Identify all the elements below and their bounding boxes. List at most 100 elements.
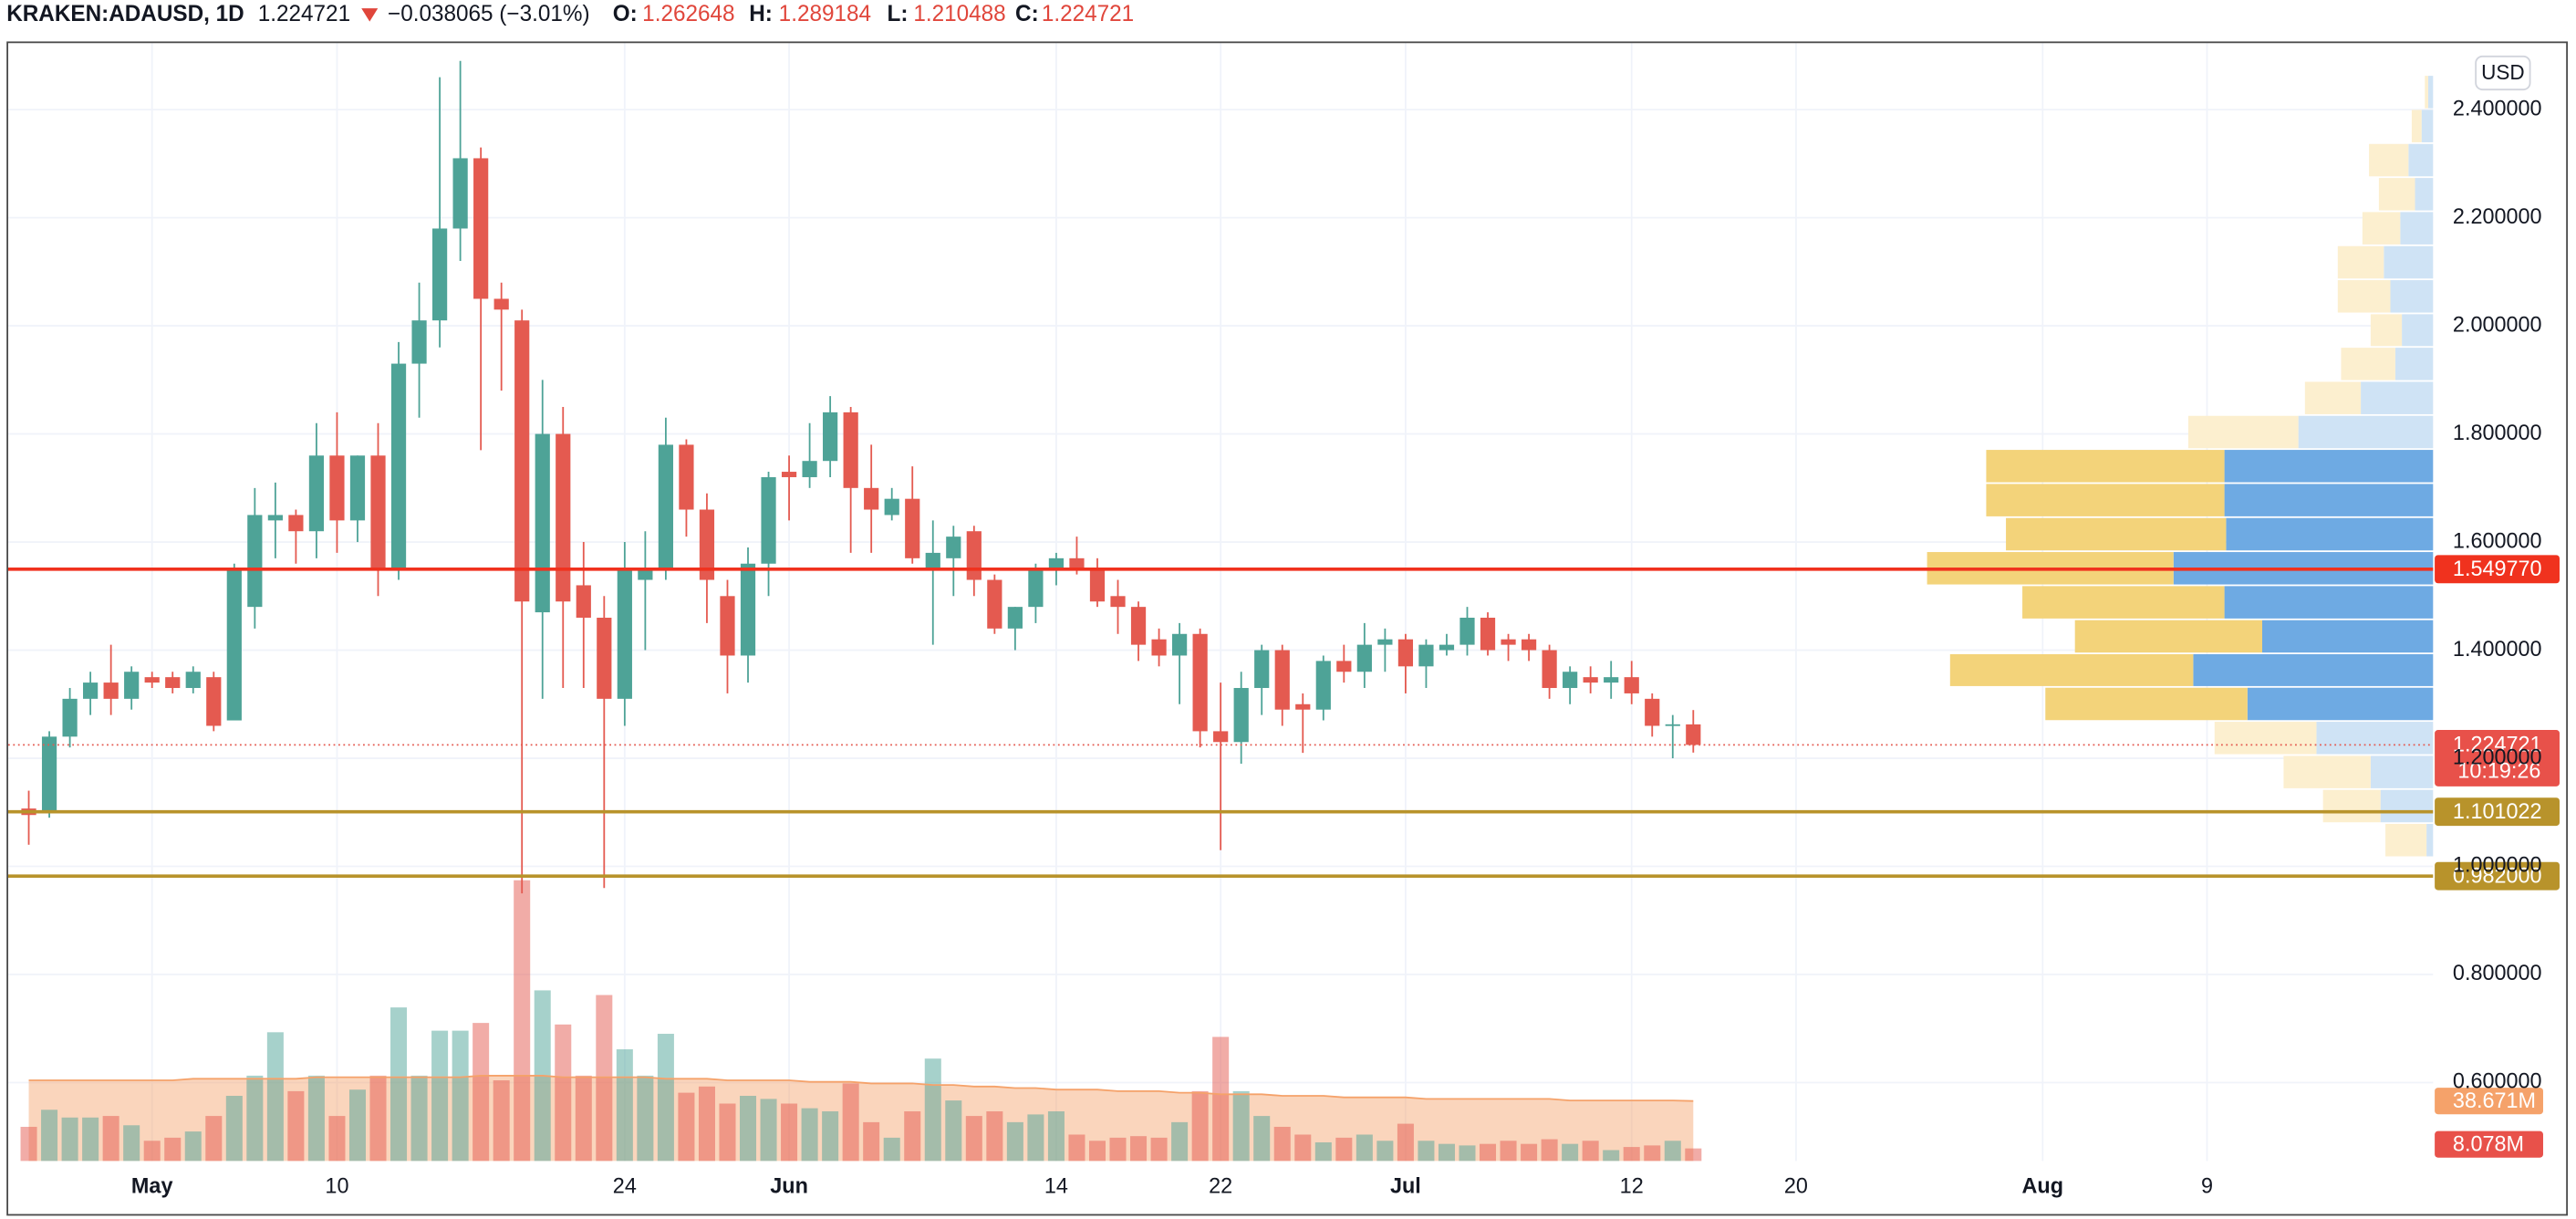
candle-body xyxy=(1315,661,1331,710)
candle-body xyxy=(1604,677,1619,683)
volume-bar xyxy=(1582,1141,1599,1162)
candle-body xyxy=(535,433,550,613)
profile-up-bar xyxy=(2247,687,2434,721)
y-tick-label: 1.600000 xyxy=(2453,528,2542,552)
profile-down-bar xyxy=(2045,687,2248,721)
volume-bar xyxy=(1623,1147,1640,1162)
candle-body xyxy=(247,515,263,608)
volume-bar xyxy=(1603,1150,1620,1162)
profile-down-bar xyxy=(1949,654,2194,686)
candle-body xyxy=(1213,731,1229,743)
profile-down-bar xyxy=(2425,76,2428,109)
candle-body xyxy=(925,552,940,569)
profile-up-bar xyxy=(2427,76,2434,109)
volume-label: 8.078M xyxy=(2453,1131,2524,1155)
candle-body xyxy=(699,509,715,580)
volume-bar xyxy=(473,1023,490,1162)
volume-bar xyxy=(184,1131,202,1162)
candle-body xyxy=(514,320,530,602)
volume-label-box xyxy=(2435,1088,2543,1115)
candle-body xyxy=(349,455,366,521)
x-tick-label: 9 xyxy=(2201,1174,2213,1198)
candle-body xyxy=(617,568,632,699)
candle-body xyxy=(308,455,325,532)
y-tick-label: 2.200000 xyxy=(2453,204,2542,228)
volume-bar xyxy=(1376,1141,1394,1162)
profile-up-bar xyxy=(2426,824,2434,857)
last-price-box xyxy=(2435,730,2560,787)
volume-bar xyxy=(1171,1121,1189,1162)
candle-body xyxy=(658,444,674,569)
y-tick-label: 1.000000 xyxy=(2453,853,2542,877)
volume-bar xyxy=(555,1024,572,1162)
candle-body xyxy=(1418,644,1434,667)
x-tick-label: May xyxy=(131,1174,173,1198)
profile-up-bar xyxy=(2421,109,2434,142)
volume-bar xyxy=(637,1075,654,1162)
profile-up-bar xyxy=(2415,178,2434,211)
x-tick-label: 22 xyxy=(1209,1174,1232,1198)
candle-body xyxy=(720,596,735,656)
candle-body xyxy=(843,412,858,488)
candle-body xyxy=(144,677,160,683)
candle-body xyxy=(165,677,181,689)
candle-body xyxy=(329,455,345,521)
candle-body xyxy=(1151,639,1167,656)
low-value: 1.210488 xyxy=(913,2,1005,26)
x-tick-label: 14 xyxy=(1044,1174,1068,1198)
volume-bar xyxy=(575,1075,592,1162)
volume-bar xyxy=(760,1099,777,1162)
symbol: KRAKEN:ADAUSD, 1D xyxy=(6,2,244,26)
profile-up-bar xyxy=(2224,586,2434,619)
volume-bar xyxy=(307,1075,325,1162)
currency-button-box[interactable] xyxy=(2475,55,2531,91)
profile-up-bar xyxy=(2384,245,2434,279)
legend-header: KRAKEN:ADAUSD, 1D 1.224721 −0.038065 (−3… xyxy=(6,2,1134,26)
volume-bar xyxy=(1130,1136,1148,1162)
currency-label[interactable]: USD xyxy=(2481,61,2525,84)
candle-body xyxy=(1192,633,1208,732)
volume-bar xyxy=(1314,1141,1332,1162)
y-tick-label: 1.200000 xyxy=(2453,745,2542,768)
profile-down-bar xyxy=(2378,178,2415,211)
candle-body xyxy=(390,363,407,569)
high-value: 1.289184 xyxy=(779,2,871,26)
volume-bar xyxy=(965,1116,982,1162)
candle-body xyxy=(781,472,797,477)
volume-bar xyxy=(616,1049,633,1162)
volume-bar xyxy=(102,1116,119,1162)
volume-bar xyxy=(1459,1145,1476,1162)
candle-body xyxy=(1130,607,1147,645)
volume-bar xyxy=(514,880,531,1162)
candle-body xyxy=(1048,557,1065,569)
volume-bar xyxy=(1294,1134,1312,1162)
down-arrow-icon xyxy=(361,8,379,22)
volume-bar xyxy=(1212,1037,1230,1162)
profile-up-bar xyxy=(2400,212,2434,245)
volume-bar xyxy=(822,1110,839,1162)
profile-down-bar xyxy=(2022,586,2225,619)
candle-body xyxy=(1069,557,1085,569)
volume-bar xyxy=(986,1110,1003,1162)
volume-bar xyxy=(1521,1143,1538,1162)
volume-bar xyxy=(246,1075,264,1162)
volume-bar xyxy=(348,1089,366,1162)
profile-up-bar xyxy=(2408,143,2434,177)
profile-down-bar xyxy=(2411,109,2422,142)
volume-profile xyxy=(1927,76,2434,857)
candle-body xyxy=(431,228,448,321)
profile-up-bar xyxy=(2193,654,2434,686)
candle-body xyxy=(1501,639,1516,645)
y-tick-label: 0.600000 xyxy=(2453,1069,2542,1093)
volume-pane xyxy=(20,880,1702,1162)
candle-body xyxy=(1686,724,1701,745)
candle-body xyxy=(1521,639,1537,651)
candle-body xyxy=(905,498,920,558)
candle-body xyxy=(1254,650,1270,689)
candle-body xyxy=(1439,644,1455,651)
profile-down-bar xyxy=(2341,348,2395,380)
profile-up-bar xyxy=(2390,280,2434,313)
currency-button[interactable]: USD xyxy=(2475,55,2531,91)
profile-up-bar xyxy=(2402,314,2434,347)
volume-bar xyxy=(719,1103,736,1162)
